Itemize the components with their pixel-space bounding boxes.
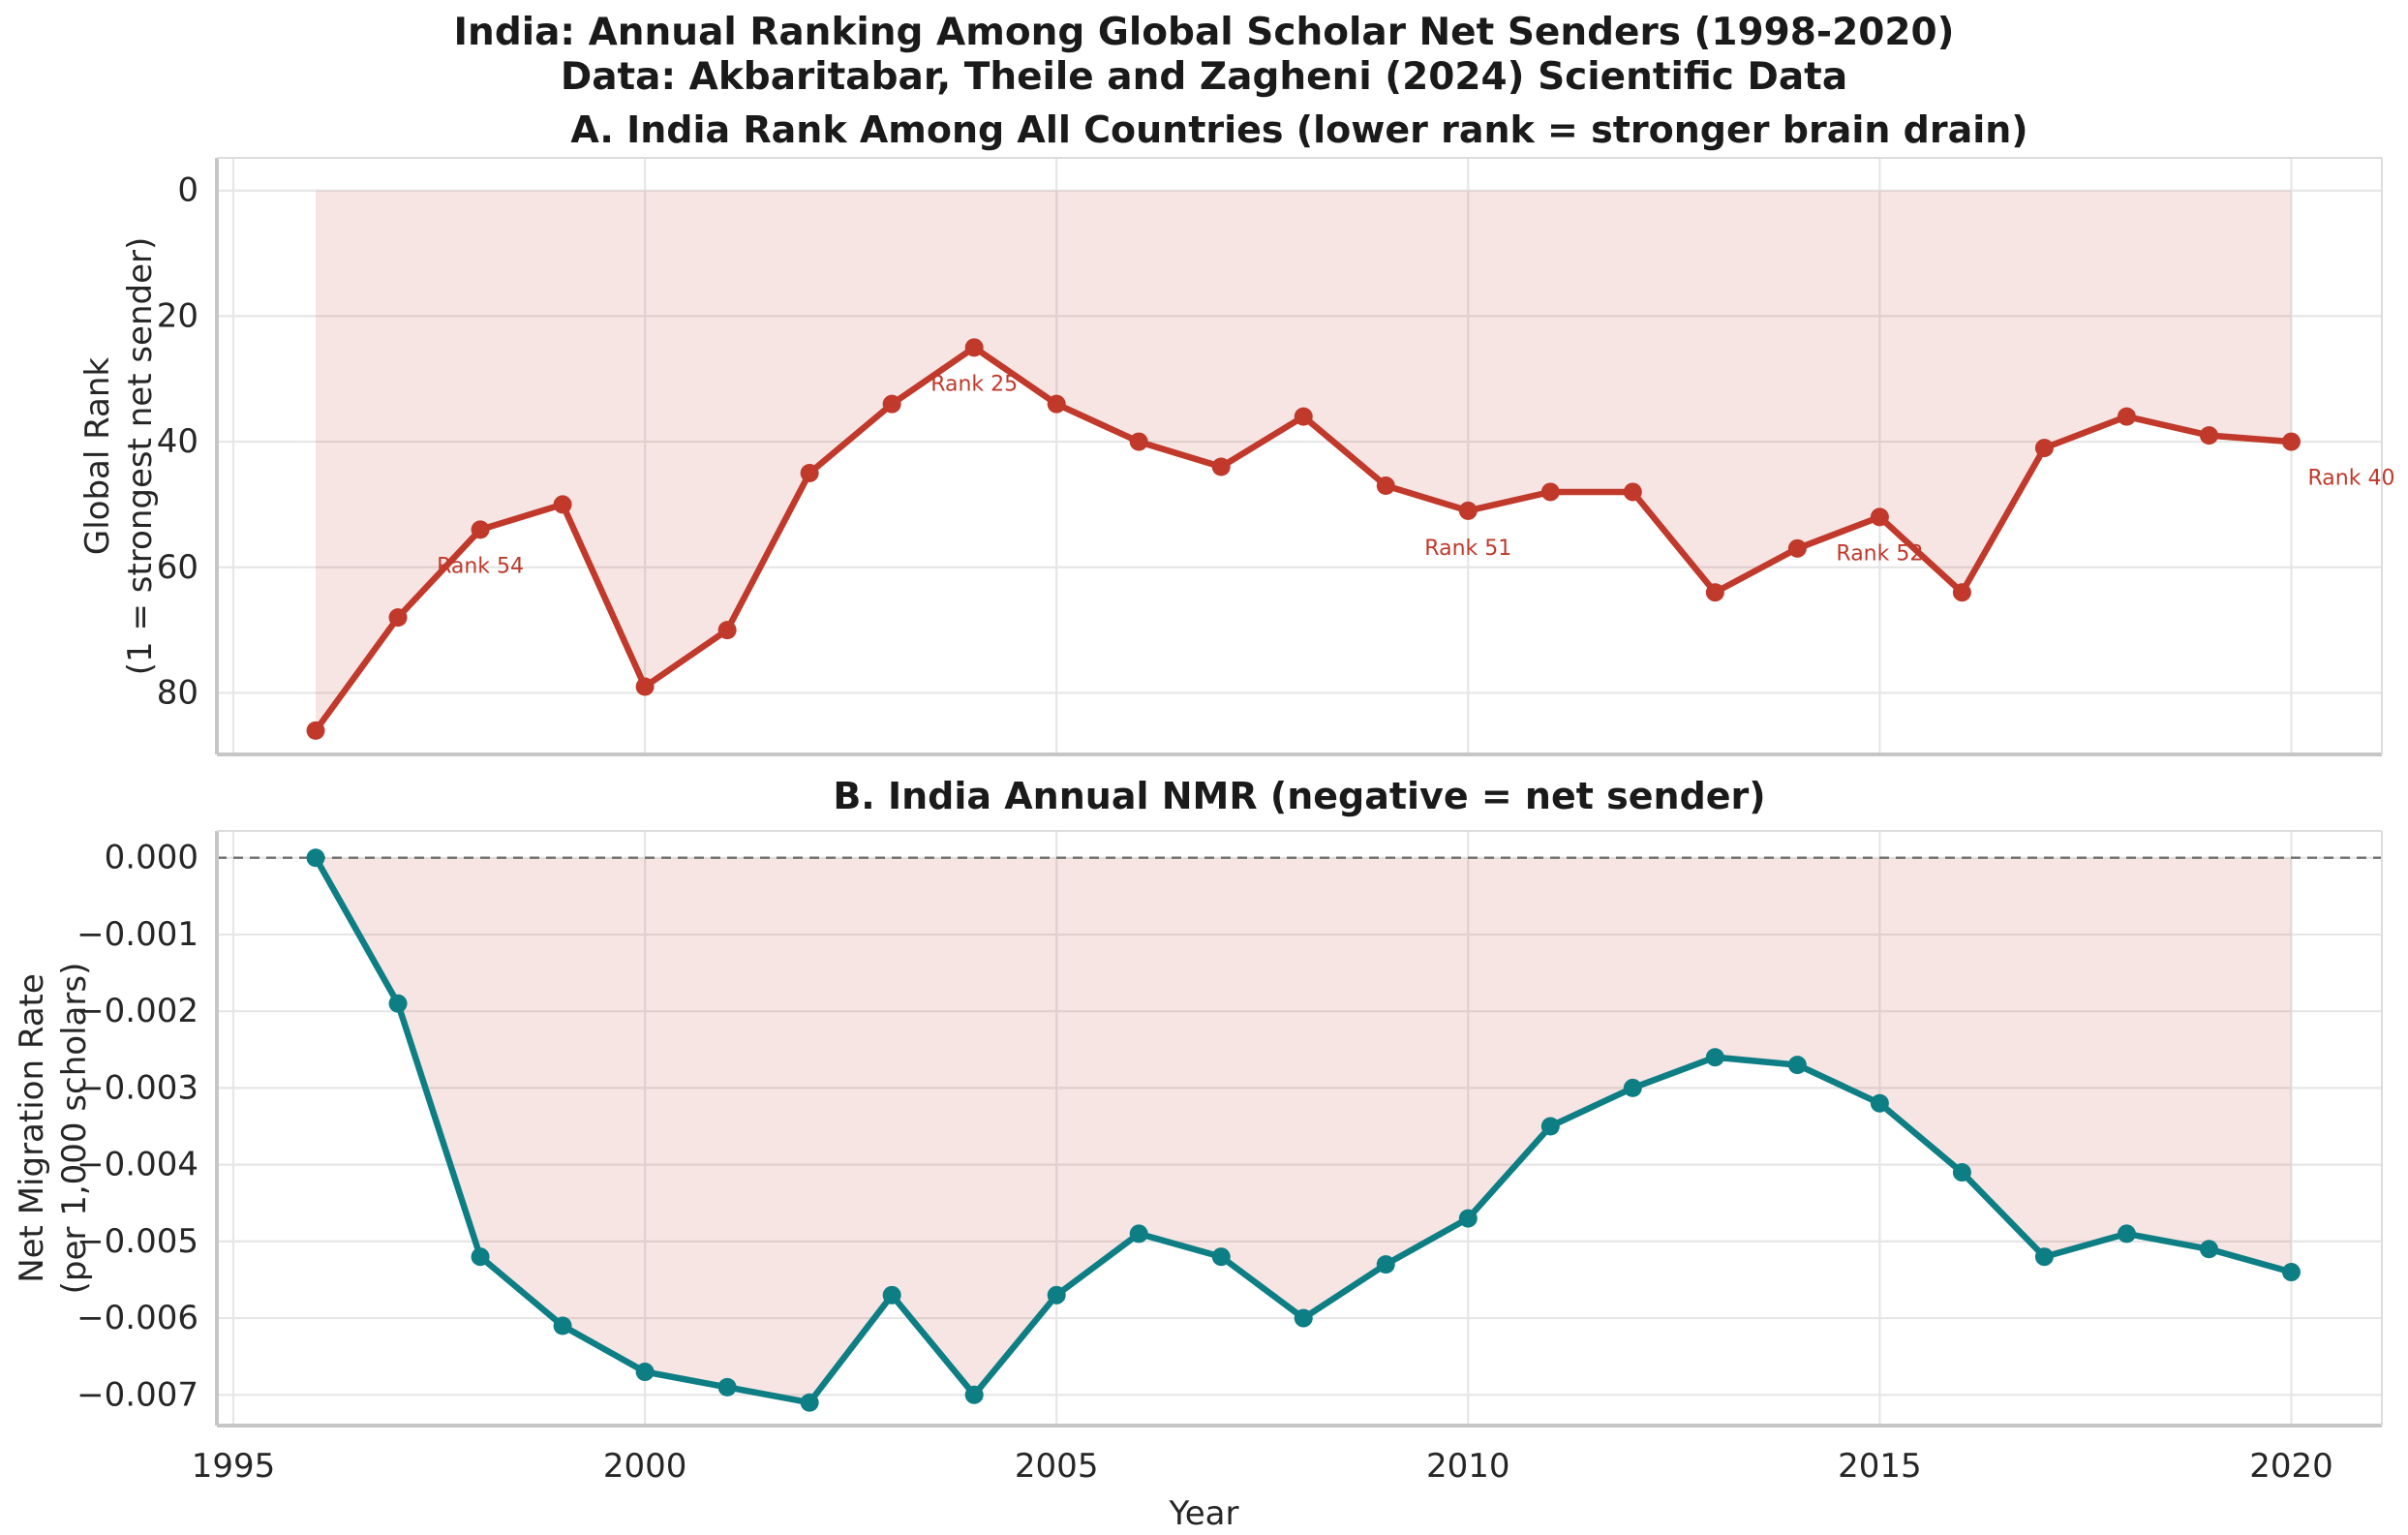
- data-point: [2117, 1224, 2136, 1243]
- gridlines: [217, 158, 2382, 754]
- data-point: [1458, 501, 1478, 520]
- main-title-line1: India: Annual Ranking Among Global Schol…: [453, 11, 1955, 54]
- data-point: [1787, 1056, 1807, 1075]
- data-point: [1047, 1285, 1066, 1305]
- annotation-rank-40: Rank 40: [2307, 467, 2394, 491]
- data-point: [471, 1247, 490, 1267]
- area-fill: [316, 190, 2292, 731]
- y-tick-label: −0.002: [76, 992, 198, 1030]
- data-point: [306, 721, 325, 740]
- data-point: [553, 1316, 572, 1335]
- y-tick-label: −0.004: [76, 1146, 198, 1184]
- y-tick-label: −0.006: [76, 1299, 198, 1337]
- y-tick-label: −0.005: [76, 1222, 198, 1261]
- data-point: [388, 994, 408, 1013]
- data-point: [1294, 1308, 1313, 1328]
- x-tick-label: 1995: [192, 1447, 276, 1486]
- data-point: [882, 394, 901, 414]
- data-point: [1952, 1163, 1971, 1182]
- area-fill: [316, 857, 2292, 1403]
- data-point: [800, 464, 819, 483]
- data-point: [1952, 583, 1971, 602]
- data-point: [306, 848, 325, 868]
- annotation-rank-51: Rank 51: [1424, 537, 1511, 561]
- x-axis-label: Year: [1169, 1494, 1239, 1533]
- data-point: [2034, 1247, 2054, 1267]
- data-point: [1705, 583, 1724, 602]
- panel-rank: 0 20 40 60 80 Rank 54 Rank 25 Rank 51 Rank 52 Ran…: [157, 157, 2394, 756]
- data-point: [1623, 1078, 1642, 1097]
- data-point: [717, 621, 737, 640]
- main-title-line2: Data: Akbaritabar, Theile and Zagheni (2…: [560, 55, 1848, 99]
- y-tick-label: 40: [157, 422, 198, 461]
- data-point: [553, 495, 572, 514]
- panel-b-title: B. India Annual NMR (negative = net send…: [833, 775, 1766, 817]
- data-point: [1540, 1117, 1560, 1136]
- annotation-rank-25: Rank 25: [930, 372, 1018, 396]
- data-point: [1623, 482, 1642, 502]
- y-tick-label: 80: [157, 673, 198, 712]
- panel-nmr: 0.000 −0.001 −0.002 −0.003 −0.004 −0.005 −0.00…: [76, 830, 2383, 1486]
- data-points: [306, 338, 2301, 740]
- data-point: [1458, 1209, 1478, 1228]
- y-tick-label: −0.001: [76, 915, 198, 954]
- annotation-rank-52: Rank 52: [1836, 541, 1923, 566]
- data-point: [2199, 1240, 2218, 1259]
- data-point: [1540, 482, 1560, 502]
- y-tick-label: −0.003: [76, 1068, 198, 1107]
- data-point: [1129, 432, 1148, 451]
- y-tick-label: 60: [157, 548, 198, 587]
- data-point: [2281, 1263, 2301, 1282]
- data-point: [1211, 457, 1231, 476]
- y-tick-labels: 0.000 −0.001 −0.002 −0.003 −0.004 −0.005 −0.00…: [76, 839, 198, 1415]
- data-point: [1376, 1255, 1395, 1274]
- data-point: [635, 677, 655, 696]
- data-point: [1870, 507, 1889, 527]
- data-point: [964, 338, 984, 357]
- y-tick-labels: 0 20 40 60 80: [157, 171, 198, 713]
- gridlines: [217, 831, 2382, 1426]
- data-point: [1787, 538, 1807, 558]
- annotation-rank-54: Rank 54: [437, 554, 524, 578]
- y-tick-label: 20: [157, 296, 198, 335]
- data-point: [800, 1393, 819, 1412]
- data-point: [717, 1377, 737, 1397]
- data-point: [2199, 426, 2218, 445]
- data-point: [1870, 1093, 1889, 1113]
- data-point: [964, 1385, 984, 1404]
- data-points: [306, 848, 2301, 1412]
- x-tick-label: 2005: [1015, 1447, 1099, 1486]
- data-point: [1129, 1224, 1148, 1243]
- data-point: [635, 1363, 655, 1382]
- data-point: [388, 608, 408, 628]
- x-tick-label: 2020: [2249, 1447, 2333, 1486]
- data-point: [2117, 407, 2136, 426]
- x-tick-label: 2000: [603, 1447, 687, 1486]
- data-point: [1376, 476, 1395, 495]
- data-point: [2281, 432, 2301, 451]
- panel-a-title: A. India Rank Among All Countries (lower…: [570, 108, 2028, 151]
- data-point: [471, 520, 490, 539]
- data-point: [882, 1285, 901, 1305]
- y-tick-label: −0.007: [76, 1375, 198, 1414]
- y-tick-label: 0.000: [105, 839, 198, 877]
- data-point: [1705, 1048, 1724, 1067]
- data-point: [1211, 1247, 1231, 1267]
- data-point: [1294, 407, 1313, 426]
- data-point: [2034, 439, 2054, 458]
- x-tick-label: 2010: [1426, 1447, 1510, 1486]
- x-tick-labels: 1995 2000 2005 2010 2015 2020: [192, 1447, 2333, 1486]
- data-point: [1047, 394, 1066, 414]
- x-tick-label: 2015: [1838, 1447, 1922, 1486]
- y-tick-label: 0: [177, 171, 198, 210]
